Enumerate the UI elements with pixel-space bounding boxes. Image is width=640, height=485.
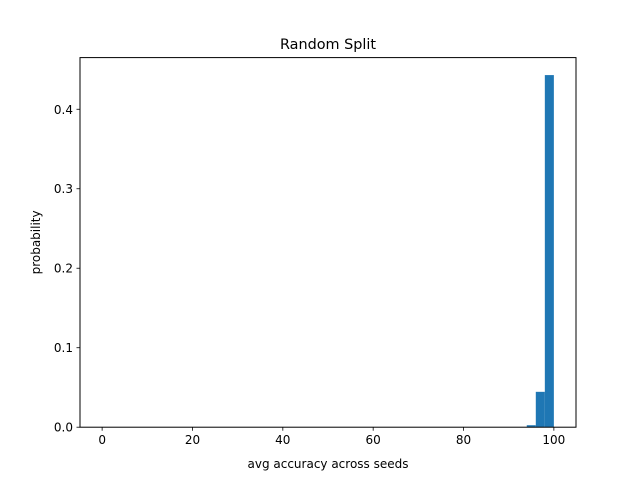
chart-title: Random Split bbox=[280, 37, 376, 53]
histogram-bar-0 bbox=[526, 425, 536, 428]
y-tick-label-0: 0.0 bbox=[54, 421, 73, 435]
x-tick-label-4: 80 bbox=[456, 433, 471, 447]
y-axis-label: probability bbox=[29, 210, 43, 274]
y-tick-label-1: 0.1 bbox=[54, 341, 73, 355]
x-tick-label-0: 0 bbox=[98, 433, 106, 447]
y-tick-label-4: 0.4 bbox=[54, 103, 73, 117]
bars-group bbox=[526, 75, 554, 428]
x-ticks-group: 0 20 40 60 80 100 bbox=[98, 427, 565, 447]
x-tick-label-3: 60 bbox=[366, 433, 381, 447]
x-tick-label-5: 100 bbox=[542, 433, 565, 447]
x-axis-label: avg accuracy across seeds bbox=[247, 457, 408, 471]
y-ticks-group: 0.0 0.1 0.2 0.3 0.4 bbox=[54, 103, 80, 435]
y-tick-label-2: 0.2 bbox=[54, 262, 73, 276]
axes-frame bbox=[79, 57, 577, 428]
histogram-bar-2 bbox=[544, 75, 554, 428]
y-tick-label-3: 0.3 bbox=[54, 182, 73, 196]
histogram-bar-1 bbox=[535, 391, 545, 428]
x-tick-label-1: 20 bbox=[185, 433, 200, 447]
x-tick-label-2: 40 bbox=[275, 433, 290, 447]
